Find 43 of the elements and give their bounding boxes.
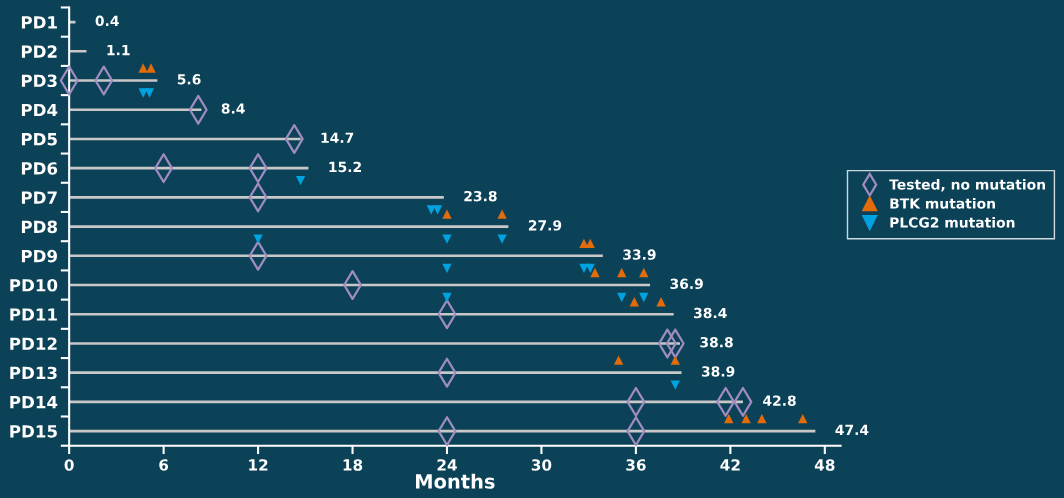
y-tick-label: PD2: [21, 45, 57, 58]
data-label: 5.6: [177, 74, 201, 85]
x-tick-label: 12: [249, 459, 268, 471]
y-tick-label: PD14: [10, 396, 58, 409]
x-tick-label: 24: [437, 459, 457, 471]
y-tick-label: PD8: [21, 220, 58, 234]
y-tick-label: PD13: [10, 366, 57, 380]
data-label: 14.7: [321, 132, 354, 143]
data-label: 27.9: [528, 220, 562, 231]
legend-label: BTK mutation: [890, 197, 995, 209]
data-label: 36.9: [670, 278, 703, 290]
y-tick-label: PD12: [10, 337, 57, 350]
y-tick-label: PD9: [21, 249, 57, 263]
x-tick-label: 36: [626, 459, 646, 471]
data-label: 15.2: [329, 161, 361, 173]
data-label: 0.4: [95, 15, 119, 27]
y-tick-label: PD3: [21, 74, 57, 88]
x-tick-label: 6: [159, 459, 169, 471]
y-tick-label: PD11: [10, 308, 57, 321]
y-tick-label: PD10: [10, 278, 58, 292]
y-tick-label: PD6: [21, 162, 58, 175]
y-tick-label: PD7: [21, 191, 57, 204]
data-label: 38.8: [700, 336, 733, 348]
data-label: 38.9: [701, 366, 735, 377]
data-label: 38.4: [694, 307, 727, 319]
data-label: 23.8: [464, 190, 497, 202]
data-label: 8.4: [221, 103, 245, 114]
x-tick-label: 42: [720, 459, 740, 471]
legend-label: Tested, no mutation: [889, 178, 1045, 192]
x-tick-label: 18: [343, 459, 363, 471]
data-label: 47.4: [835, 424, 869, 435]
x-tick-label: 48: [814, 459, 835, 471]
x-tick-label: 30: [531, 459, 552, 471]
y-tick-label: PD4: [21, 103, 58, 117]
data-label: 33.9: [623, 249, 656, 260]
y-tick-label: PD1: [21, 16, 57, 29]
data-label: 1.1: [107, 45, 130, 56]
x-axis-title: Months: [416, 473, 495, 489]
y-tick-label: PD15: [10, 425, 57, 438]
legend-label: PLCG2 mutation: [890, 216, 1015, 228]
y-tick-label: PD5: [21, 133, 57, 146]
data-label: 42.8: [763, 395, 796, 406]
x-tick-label: 0: [64, 459, 74, 471]
